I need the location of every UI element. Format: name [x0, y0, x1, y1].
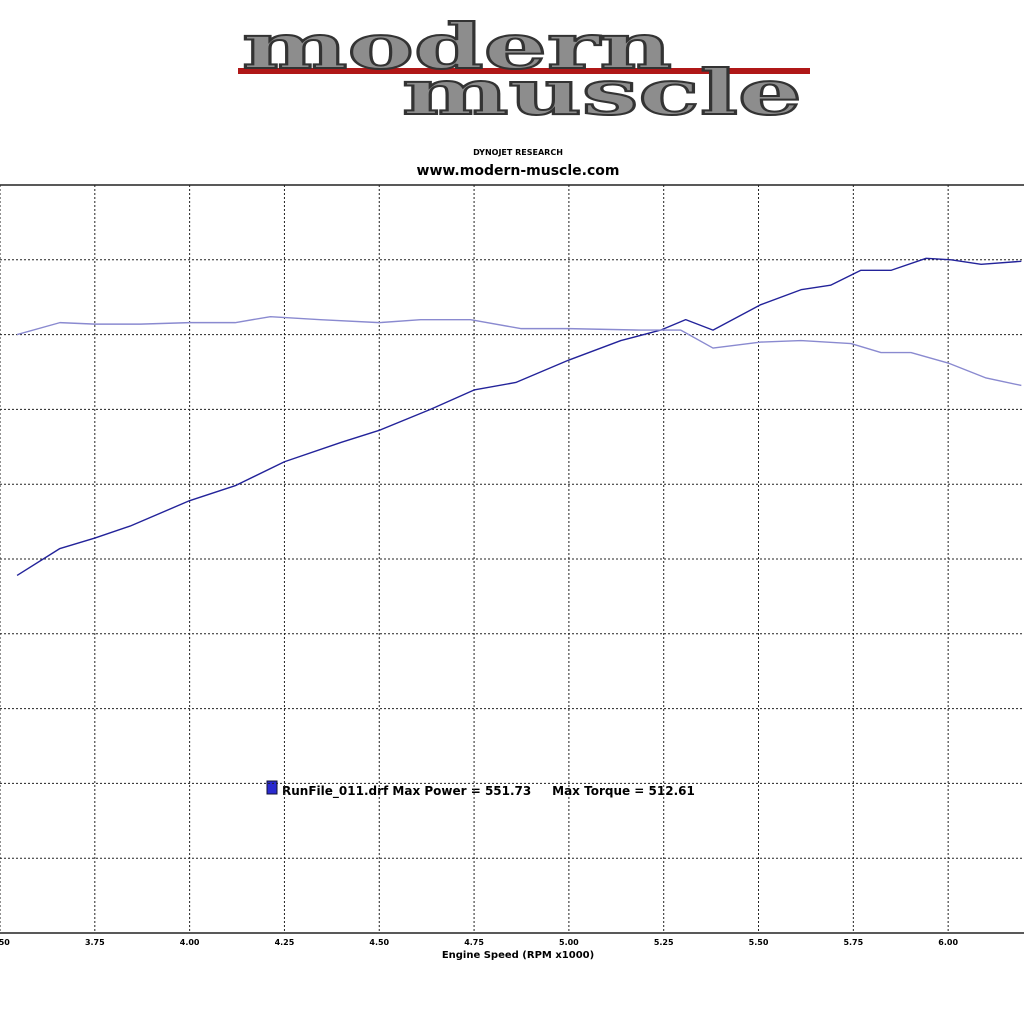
x-tick-label: 5.25	[654, 938, 674, 947]
x-tick-label: 6.00	[938, 938, 958, 947]
annotation: RunFile_011.drf Max Power = 551.73 Max T…	[282, 784, 695, 799]
logo-line2: muscle	[402, 56, 802, 129]
x-tick-label: 3.50	[0, 938, 10, 947]
x-tick-label: 5.00	[559, 938, 579, 947]
x-tick-label: 4.75	[464, 938, 484, 947]
x-tick-label: 4.00	[180, 938, 200, 947]
chart-subtitle: www.modern-muscle.com	[417, 163, 620, 179]
series-line	[16, 315, 1022, 387]
x-axis-label: Engine Speed (RPM x1000)	[442, 950, 594, 961]
logo-line1: modern	[242, 10, 672, 83]
legend-swatch	[266, 780, 278, 795]
x-tick-label: 5.75	[843, 938, 863, 947]
logo-bar	[238, 68, 810, 74]
series-line	[16, 257, 1022, 577]
x-tick-label: 4.50	[369, 938, 389, 947]
chart-title: DYNOJET RESEARCH	[473, 148, 563, 157]
x-tick-label: 4.25	[275, 938, 295, 947]
x-tick-label: 3.75	[85, 938, 105, 947]
x-tick-label: 5.50	[749, 938, 769, 947]
